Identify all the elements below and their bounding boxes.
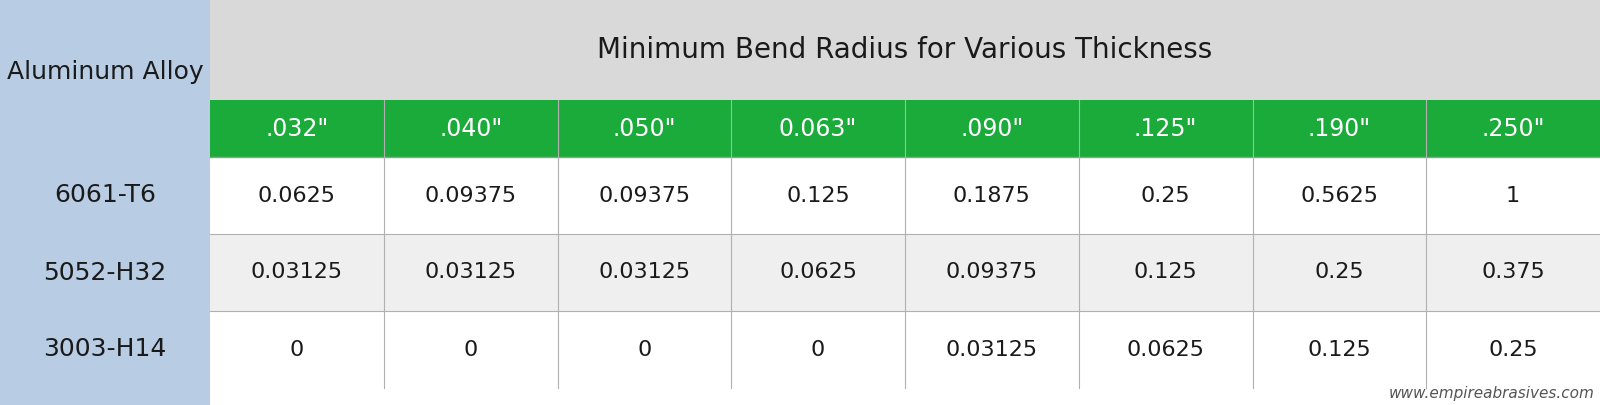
- Text: 0.03125: 0.03125: [946, 339, 1038, 360]
- Text: 0.125: 0.125: [1307, 339, 1371, 360]
- Text: 0.125: 0.125: [1134, 262, 1197, 283]
- Text: 0: 0: [290, 339, 304, 360]
- Text: .050": .050": [613, 117, 677, 141]
- Bar: [210, 388, 1600, 405]
- Bar: [210, 311, 1600, 388]
- Text: 0.0625: 0.0625: [1126, 339, 1205, 360]
- Text: .250": .250": [1482, 117, 1546, 141]
- Text: .032": .032": [266, 117, 328, 141]
- Text: 0.0625: 0.0625: [258, 185, 336, 205]
- Text: 0.5625: 0.5625: [1301, 185, 1378, 205]
- Text: 0.0625: 0.0625: [779, 262, 858, 283]
- Text: 0.09375: 0.09375: [424, 185, 517, 205]
- Bar: [210, 157, 1600, 234]
- Text: 0.09375: 0.09375: [598, 185, 691, 205]
- Text: Aluminum Alloy: Aluminum Alloy: [6, 60, 203, 84]
- Text: 0.03125: 0.03125: [598, 262, 691, 283]
- Text: Minimum Bend Radius for Various Thickness: Minimum Bend Radius for Various Thicknes…: [597, 36, 1213, 64]
- Bar: [0, 0, 210, 405]
- Text: 0.03125: 0.03125: [251, 262, 342, 283]
- Text: 0.25: 0.25: [1315, 262, 1365, 283]
- Bar: [210, 234, 1600, 311]
- Text: .090": .090": [960, 117, 1024, 141]
- Text: 0.25: 0.25: [1141, 185, 1190, 205]
- Text: 0.1875: 0.1875: [954, 185, 1030, 205]
- Text: .125": .125": [1134, 117, 1197, 141]
- Text: 0: 0: [464, 339, 478, 360]
- Text: 6061-T6: 6061-T6: [54, 183, 157, 207]
- Text: 1: 1: [1506, 185, 1520, 205]
- Bar: [210, 0, 1600, 100]
- Text: 5052-H32: 5052-H32: [43, 260, 166, 284]
- Text: .190": .190": [1307, 117, 1371, 141]
- Bar: [210, 100, 1600, 157]
- Text: 0.125: 0.125: [786, 185, 850, 205]
- Text: 0.375: 0.375: [1482, 262, 1546, 283]
- Text: 0.09375: 0.09375: [946, 262, 1038, 283]
- Text: 3003-H14: 3003-H14: [43, 337, 166, 362]
- Text: 0: 0: [811, 339, 826, 360]
- Text: 0.25: 0.25: [1488, 339, 1538, 360]
- Text: 0.063": 0.063": [779, 117, 858, 141]
- Text: www.empireabrasives.com: www.empireabrasives.com: [1389, 386, 1595, 401]
- Text: 0.03125: 0.03125: [424, 262, 517, 283]
- Text: .040": .040": [438, 117, 502, 141]
- Text: 0: 0: [637, 339, 651, 360]
